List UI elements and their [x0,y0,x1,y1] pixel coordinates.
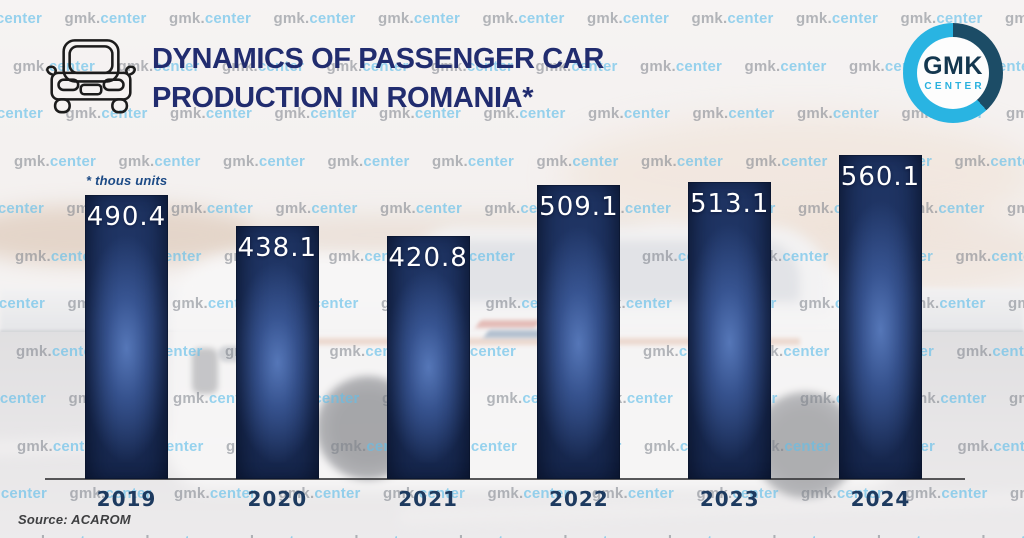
bar-2020: 438.1 [235,225,319,479]
bar-value-label: 490.4 [86,202,167,233]
bar-2022: 509.1 [537,184,621,479]
bar-value-label: 420.8 [388,242,468,273]
title-line-2: PRODUCTION IN ROMANIA* [152,82,534,114]
x-tick-2022: 2022 [549,487,609,511]
title-line-1: DYNAMICS OF PASSENGER CAR [152,43,604,75]
bar-value-label: 438.1 [237,232,318,263]
x-tick-2021: 2021 [398,487,458,511]
bar-2019: 490.4 [85,195,168,479]
car-front-icon [46,39,136,114]
x-axis-line [45,478,965,480]
source-note: Source: ACAROM [18,512,131,527]
gmk-center-logo: GMK CENTER [903,23,1003,123]
bar-value-label: 560.1 [840,162,921,192]
x-tick-2019: 2019 [96,487,157,511]
bar-2024: 560.1 [839,155,922,479]
x-tick-2020: 2020 [247,487,308,511]
bar-2021: 420.8 [386,235,470,479]
bar-value-label: 509.1 [539,191,619,222]
x-tick-2024: 2024 [850,487,911,511]
bar-2023: 513.1 [688,182,772,479]
page-title: DYNAMICS OF PASSENGER CAR PRODUCTION IN … [152,40,604,118]
bar-value-label: 513.1 [689,189,770,220]
units-note: * thous units [86,173,168,188]
logo-inner: GMK CENTER [917,37,989,109]
logo-text-center: CENTER [924,81,985,92]
logo-text-gmk: GMK [923,52,983,80]
x-tick-2023: 2023 [699,487,760,511]
